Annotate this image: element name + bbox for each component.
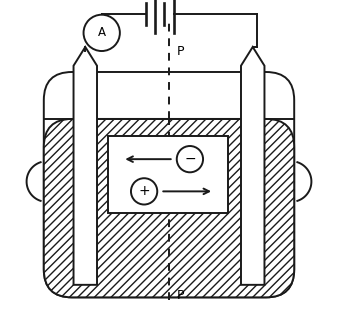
Circle shape (131, 178, 157, 204)
Circle shape (83, 15, 120, 51)
FancyBboxPatch shape (44, 72, 294, 297)
Text: +: + (138, 184, 150, 198)
Text: A: A (98, 26, 106, 39)
Polygon shape (241, 47, 264, 285)
FancyBboxPatch shape (44, 119, 294, 297)
Text: P: P (177, 45, 184, 58)
Polygon shape (74, 47, 97, 285)
Text: P: P (177, 289, 184, 302)
Bar (108, 136, 228, 213)
Text: −: − (184, 152, 196, 166)
Circle shape (177, 146, 203, 172)
